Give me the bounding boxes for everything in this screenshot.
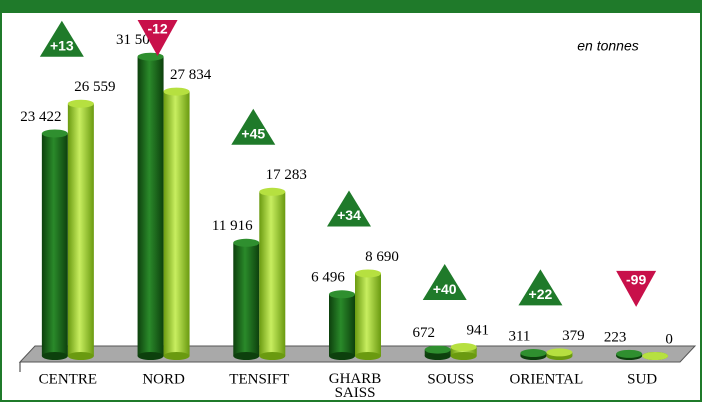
change-label: +34 [337, 207, 361, 223]
bar-base [41, 352, 68, 360]
x-tick-label: NORD [142, 371, 185, 387]
bar [233, 238, 260, 360]
value-label: 0 [665, 331, 673, 347]
bar-top [616, 349, 643, 358]
bar-top [67, 99, 94, 108]
change-triangle [231, 108, 276, 145]
value-label: 8 690 [365, 249, 399, 265]
bar-top [546, 348, 573, 357]
change-triangle [137, 20, 178, 56]
unit-note: en tonnes [577, 38, 639, 54]
change-badge: +22 [518, 269, 563, 306]
bar-top [355, 269, 381, 278]
change-badge: -12 [137, 20, 178, 56]
x-tick-line: SAISS [335, 385, 376, 401]
bar-top [233, 238, 260, 247]
bar-top [450, 343, 477, 352]
bar [546, 348, 573, 360]
bar-base [329, 352, 355, 360]
bar-top [642, 352, 669, 360]
bar-base [450, 352, 477, 360]
bar-top [163, 87, 190, 96]
change-badge: +34 [327, 190, 371, 227]
change-label: +13 [50, 37, 74, 53]
change-triangle [327, 190, 371, 227]
bar-top [329, 290, 355, 299]
change-triangle [518, 269, 563, 306]
top-band [0, 0, 702, 13]
change-triangle [616, 270, 657, 307]
value-label: 6 496 [311, 270, 345, 286]
value-label: 941 [466, 322, 489, 338]
x-tick-label: SOUSS [427, 371, 474, 387]
value-label: 23 422 [20, 109, 61, 125]
bar-body [41, 133, 68, 356]
bar [67, 99, 94, 360]
bar-base [163, 352, 190, 360]
x-tick-label: CENTRE [39, 371, 97, 387]
bar-body [163, 91, 190, 357]
x-tick-label: ORIENTAL [510, 371, 584, 387]
bar-body [233, 242, 260, 356]
bar [424, 345, 451, 360]
change-badge: -99 [616, 270, 657, 307]
change-label: +22 [529, 286, 553, 302]
bar [329, 290, 355, 360]
bar [450, 343, 477, 360]
x-tick-line: GHARB [329, 371, 382, 387]
bar [642, 352, 669, 360]
bar-base [355, 352, 381, 360]
value-label: 223 [604, 329, 627, 345]
bar [520, 349, 547, 360]
change-triangle [39, 20, 84, 57]
bar-top [137, 52, 164, 61]
x-tick-label: GHARB SAISS [329, 371, 382, 401]
value-label: 27 834 [170, 67, 212, 83]
x-tick-label: TENSIFT [229, 371, 289, 387]
bar-top [259, 187, 286, 196]
bar-top [520, 349, 547, 358]
bar-body [329, 294, 355, 356]
bar [259, 187, 286, 360]
change-badge: +40 [422, 264, 467, 301]
change-badge: +13 [39, 20, 84, 57]
bar-body [67, 103, 94, 356]
change-label: +40 [433, 281, 457, 297]
bar-base [67, 352, 94, 360]
value-label: 11 916 [212, 218, 253, 234]
bar-top [41, 129, 68, 138]
bar-base [424, 352, 451, 360]
x-tick-label: SUD [627, 371, 657, 387]
change-badge: +45 [231, 108, 276, 145]
bar [137, 52, 164, 360]
bar-body [355, 273, 381, 356]
bar [41, 129, 68, 360]
bar-body [137, 56, 164, 357]
value-label: 17 283 [266, 167, 307, 183]
change-label: +45 [241, 126, 265, 142]
bar-top [424, 345, 451, 354]
value-label: 26 559 [74, 79, 115, 95]
bar-body [259, 191, 286, 356]
change-label: -12 [147, 21, 167, 37]
bar-base [259, 352, 286, 360]
bar-base [137, 352, 164, 360]
bar-body [450, 347, 477, 356]
change-triangle [422, 264, 467, 301]
bar [163, 87, 190, 360]
change-label: -99 [626, 272, 646, 288]
value-label: 672 [412, 325, 435, 341]
bar [355, 269, 381, 360]
value-label: 311 [508, 328, 530, 344]
bar [616, 349, 643, 360]
value-label: 379 [562, 328, 585, 344]
bar-base [233, 352, 260, 360]
